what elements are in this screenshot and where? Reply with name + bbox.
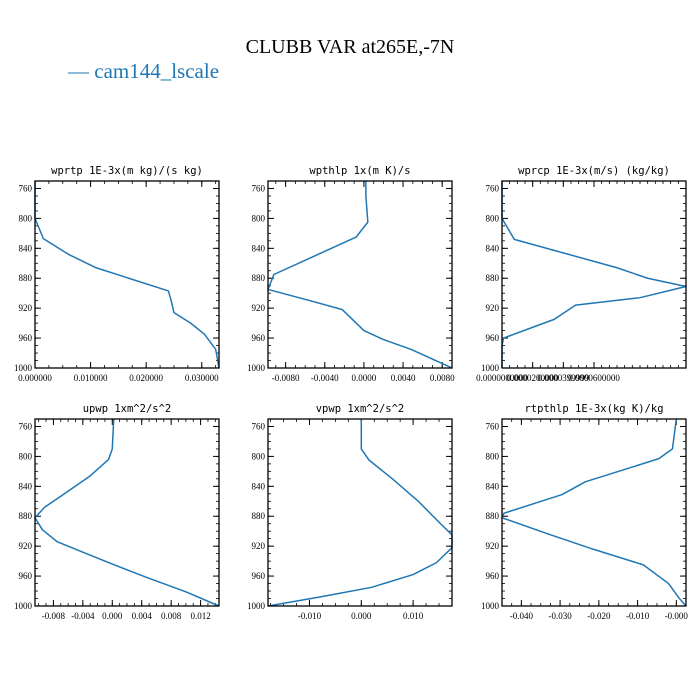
x-tick-label: -0.040 [510, 611, 534, 621]
series-line-cam144_lscale [501, 418, 687, 607]
x-tick-label: 0.0040 [391, 373, 416, 383]
y-tick-label: 960 [486, 571, 500, 581]
y-tick-label: 1000 [481, 601, 500, 611]
y-tick-label: 1000 [14, 601, 33, 611]
series-line-cam144_lscale [267, 419, 453, 607]
y-tick-label: 1000 [247, 363, 266, 373]
panel-5: vpwp 1xm^2/s^2 760 800 840 880 920 960 1000 -0.0… [247, 403, 453, 621]
plot-frame [34, 180, 220, 369]
y-tick-label: 960 [19, 333, 33, 343]
y-tick-label: 880 [486, 273, 500, 283]
subplot-title: rtpthlp 1E-3x(kg K)/kg [524, 403, 663, 415]
subplot-title: wpthlp 1x(m K)/s [309, 165, 410, 177]
y-tick-label: 960 [486, 333, 500, 343]
y-tick-label: 760 [252, 183, 266, 193]
panel-2: wpthlp 1x(m K)/s 760 800 840 880 920 960 1000 -0… [247, 165, 455, 383]
subplot-title: upwp 1xm^2/s^2 [83, 403, 172, 415]
y-tick-label: 920 [486, 303, 500, 313]
y-tick-label: 800 [252, 213, 266, 223]
panel-4: upwp 1xm^2/s^2 760 800 840 880 920 960 1000 -0.0… [14, 403, 220, 621]
y-tick-label: 840 [252, 481, 266, 491]
series-line-cam144_lscale [34, 181, 220, 369]
x-tick-label: -0.008 [42, 611, 66, 621]
x-tick-label: 0.000 [351, 611, 372, 621]
y-tick-label: 920 [252, 303, 266, 313]
y-tick-label: 840 [486, 243, 500, 253]
x-tick-label: 0.0000 [352, 373, 377, 383]
x-tick-label: -0.0080 [272, 373, 300, 383]
y-tick-label: 920 [486, 541, 500, 551]
legend: — cam144_lscale [68, 59, 219, 84]
x-tick-label: 0.008 [161, 611, 182, 621]
x-tick-label: -0.0040 [311, 373, 339, 383]
y-tick-label: 1000 [14, 363, 33, 373]
y-tick-label: 800 [252, 451, 266, 461]
x-tick-label: 0.010000 [74, 373, 108, 383]
subplot-title: vpwp 1xm^2/s^2 [316, 403, 405, 415]
subplot-title: wprcp 1E-3x(m/s) (kg/kg) [518, 165, 670, 177]
y-tick-label: 920 [19, 303, 33, 313]
y-tick-label: 960 [252, 571, 266, 581]
series-line-cam144_lscale [501, 181, 687, 368]
y-tick-label: 840 [19, 481, 33, 491]
y-tick-label: 880 [19, 511, 33, 521]
panel-3: wprcp 1E-3x(m/s) (kg/kg) 760 800 840 880 920 9… [476, 165, 687, 383]
y-tick-label: 960 [252, 333, 266, 343]
y-tick-label: 760 [19, 421, 33, 431]
plot-frame [267, 180, 453, 369]
x-tick-label: 0.0000200000 [507, 373, 559, 383]
legend-label: cam144_lscale [94, 59, 220, 83]
y-tick-label: 800 [486, 213, 500, 223]
x-tick-label: -0.030 [548, 611, 572, 621]
y-tick-label: 1000 [481, 363, 500, 373]
y-tick-label: 1000 [247, 601, 266, 611]
x-tick-label: 0.012 [190, 611, 210, 621]
series-line-cam144_lscale [267, 181, 453, 369]
y-tick-label: 880 [486, 511, 500, 521]
y-tick-label: 760 [19, 183, 33, 193]
y-tick-label: 920 [252, 541, 266, 551]
x-tick-label: 0.0080 [430, 373, 455, 383]
y-tick-label: 760 [486, 421, 500, 431]
y-tick-label: 880 [252, 273, 266, 283]
x-tick-label: -0.010 [626, 611, 650, 621]
x-tick-label: 0.010 [403, 611, 424, 621]
x-tick-label: 0.020000 [129, 373, 163, 383]
x-tick-label: 0.0000000000 [476, 373, 528, 383]
y-tick-label: 840 [252, 243, 266, 253]
x-tick-label: -0.000 [665, 611, 689, 621]
x-tick-label: -0.010 [298, 611, 322, 621]
figure-title: CLUBB VAR at265E,-7N [245, 36, 455, 58]
x-tick-label: 0.0000600000 [568, 373, 620, 383]
panel-1: wprtp 1E-3x(m kg)/(s kg) 760 800 840 880 920 9… [14, 165, 220, 383]
x-tick-label: 0.030000 [185, 373, 219, 383]
y-tick-label: 800 [19, 451, 33, 461]
y-tick-label: 920 [19, 541, 33, 551]
series-line-cam144_lscale [34, 418, 220, 607]
panel-6: rtpthlp 1E-3x(kg K)/kg 760 800 840 880 920 960… [481, 403, 688, 621]
y-tick-label: 960 [19, 571, 33, 581]
y-tick-label: 880 [252, 511, 266, 521]
x-tick-label: 0.004 [132, 611, 153, 621]
legend-line-icon: — [68, 59, 89, 83]
y-tick-label: 800 [486, 451, 500, 461]
y-tick-label: 880 [19, 273, 33, 283]
plot-frame [267, 418, 453, 607]
x-tick-label: 0.000 [102, 611, 123, 621]
subplot-title: wprtp 1E-3x(m kg)/(s kg) [51, 165, 203, 177]
y-tick-label: 800 [19, 213, 33, 223]
y-tick-label: 840 [486, 481, 500, 491]
plot-frame [501, 180, 687, 369]
x-tick-label: 0.000000 [18, 373, 52, 383]
x-tick-label: -0.020 [587, 611, 611, 621]
plot-frame [501, 418, 687, 607]
x-tick-label: -0.004 [71, 611, 95, 621]
y-tick-label: 760 [486, 183, 500, 193]
y-tick-label: 760 [252, 421, 266, 431]
plot-frame [34, 418, 220, 607]
x-tick-label: 0.0000399999 [537, 373, 589, 383]
y-tick-label: 840 [19, 243, 33, 253]
